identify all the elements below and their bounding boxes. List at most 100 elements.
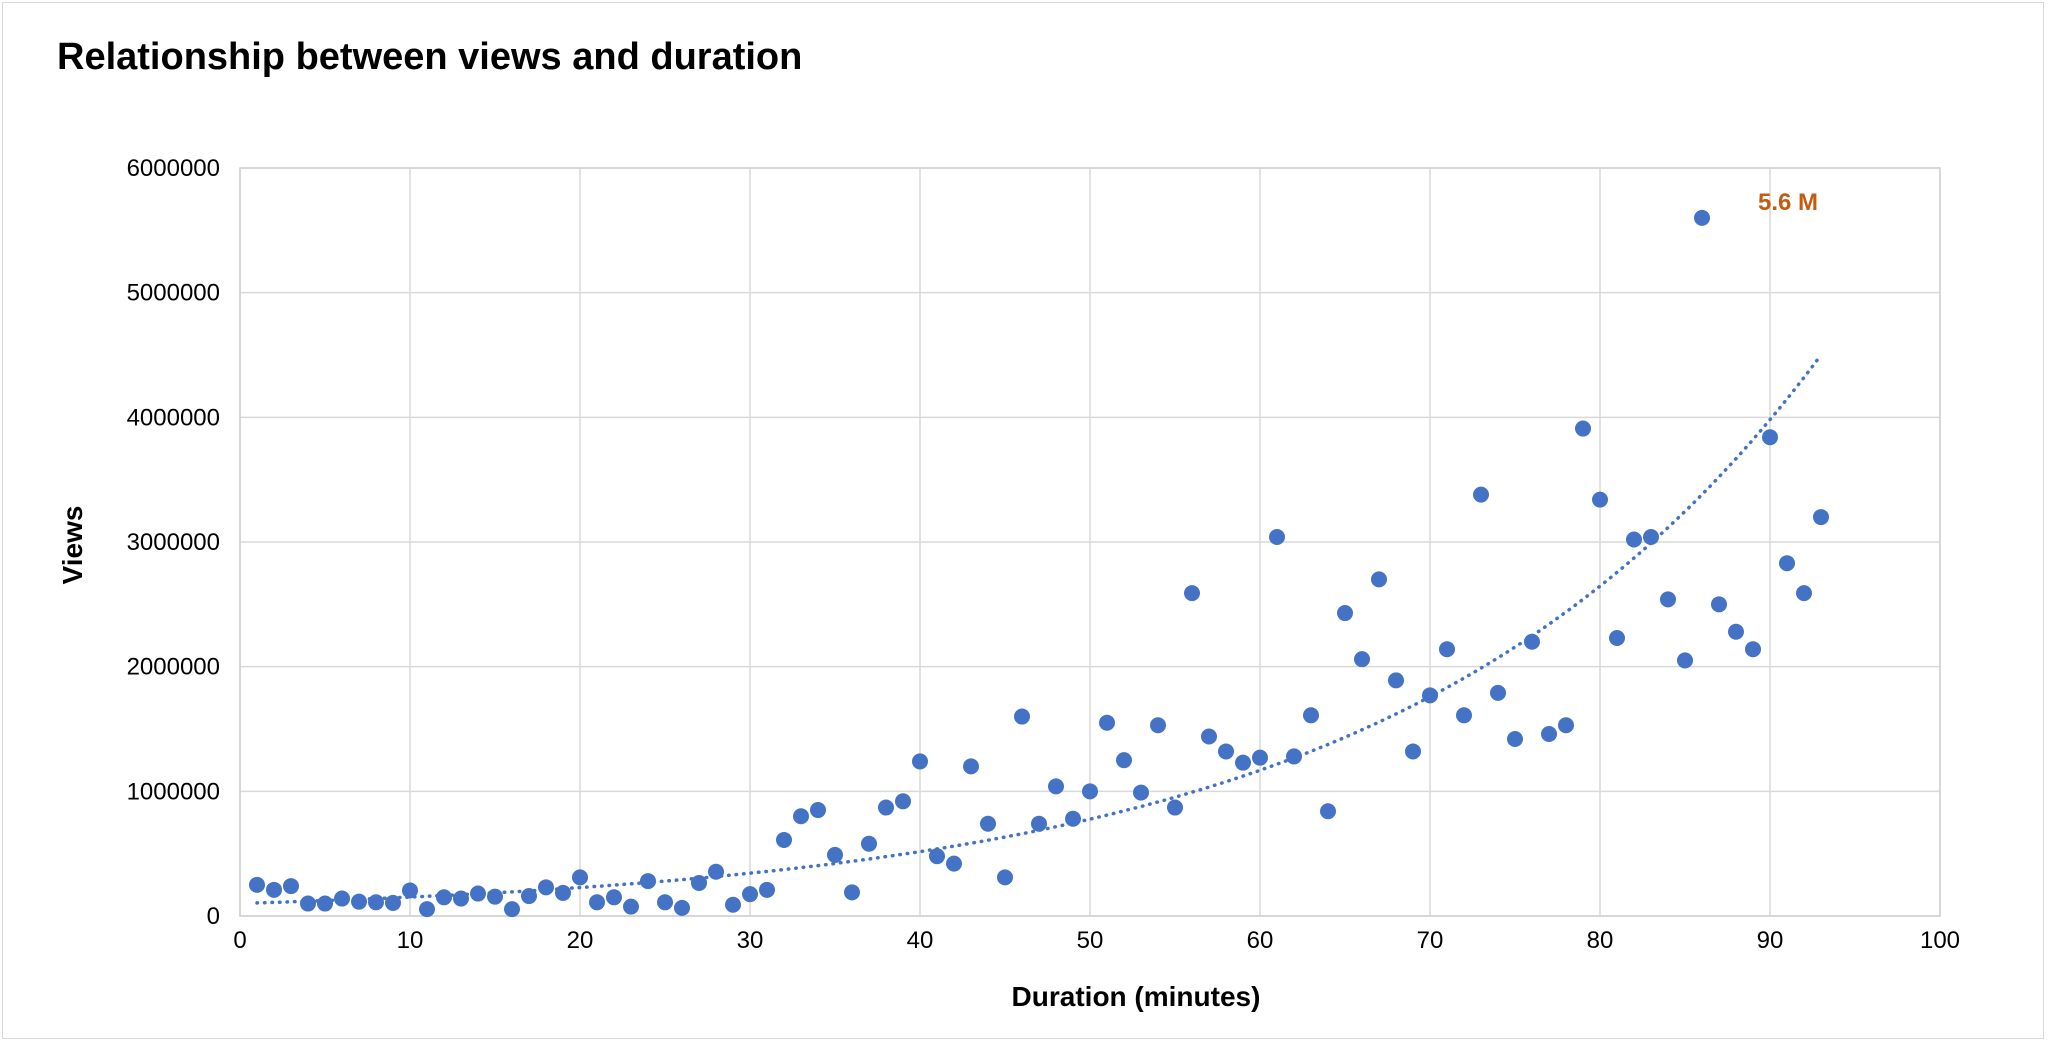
- data-point: [878, 799, 894, 816]
- data-point: [980, 815, 996, 832]
- x-tick-label: 80: [1587, 927, 1614, 954]
- plot-area-border: [239, 167, 1941, 917]
- data-point: [1473, 486, 1489, 503]
- x-tick-label: 70: [1417, 927, 1444, 954]
- chart-title: Relationship between views and duration: [57, 36, 803, 78]
- data-point: [266, 881, 282, 898]
- x-tick-label: 100: [1920, 927, 1960, 954]
- x-tick-label: 10: [397, 927, 424, 954]
- data-point: [861, 835, 877, 852]
- data-point: [1031, 815, 1047, 832]
- data-point: [1541, 725, 1557, 742]
- data-point: [1320, 803, 1336, 820]
- data-point: [1150, 717, 1166, 734]
- data-point: [1558, 717, 1574, 734]
- x-tick-label: 30: [737, 927, 764, 954]
- data-point: [708, 863, 724, 880]
- data-point: [249, 876, 265, 893]
- y-tick-label: 5000000: [127, 280, 220, 307]
- annotation-label: 5.6 M: [1758, 189, 1818, 216]
- data-point: [1388, 672, 1404, 689]
- y-tick-label: 4000000: [127, 404, 220, 431]
- y-tick-label: 0: [207, 903, 220, 930]
- data-point: [1082, 783, 1098, 800]
- data-point: [725, 896, 741, 913]
- data-point: [929, 848, 945, 865]
- data-point: [1796, 585, 1812, 602]
- data-point: [1507, 730, 1523, 747]
- data-point: [640, 873, 656, 890]
- data-point: [1490, 684, 1506, 701]
- data-point: [1354, 651, 1370, 668]
- x-tick-label: 0: [233, 927, 246, 954]
- data-point: [1184, 585, 1200, 602]
- data-point: [1014, 708, 1030, 725]
- data-point: [385, 894, 401, 911]
- y-tick-labels: 0 1000000 2000000 3000000 4000000 5000000 6000…: [127, 155, 220, 930]
- data-point: [1235, 754, 1251, 771]
- data-point: [810, 802, 826, 819]
- data-points: [249, 209, 1829, 918]
- data-point: [1269, 529, 1285, 546]
- data-point: [827, 846, 843, 863]
- data-point: [1592, 491, 1608, 508]
- data-point: [1779, 555, 1795, 572]
- data-point: [691, 874, 707, 891]
- data-point: [317, 895, 333, 912]
- y-tick-label: 1000000: [127, 778, 220, 805]
- data-point: [1303, 707, 1319, 724]
- data-point: [419, 901, 435, 918]
- data-point: [895, 793, 911, 810]
- data-point: [1371, 571, 1387, 588]
- data-point: [759, 881, 775, 898]
- x-tick-label: 50: [1077, 927, 1104, 954]
- data-point: [487, 888, 503, 905]
- data-point: [1405, 743, 1421, 760]
- data-point: [1609, 629, 1625, 646]
- data-point: [334, 890, 350, 907]
- grid-lines: [239, 167, 1941, 917]
- y-tick-label: 6000000: [127, 155, 220, 182]
- data-point: [674, 899, 690, 916]
- data-point: [946, 855, 962, 872]
- data-point: [1116, 752, 1132, 769]
- data-point: [657, 894, 673, 911]
- data-point: [1626, 531, 1642, 548]
- data-point: [351, 893, 367, 910]
- data-point: [589, 894, 605, 911]
- data-point: [453, 890, 469, 907]
- data-point: [436, 889, 452, 906]
- data-point: [283, 878, 299, 895]
- data-point: [844, 884, 860, 901]
- data-point: [1337, 605, 1353, 622]
- data-point: [1201, 728, 1217, 745]
- data-point: [368, 894, 384, 911]
- data-point: [1456, 707, 1472, 724]
- y-axis-label: Views: [57, 506, 88, 585]
- data-point: [997, 869, 1013, 886]
- data-point: [300, 895, 316, 912]
- data-point: [742, 886, 758, 903]
- x-tick-labels: 0 10 20 30 40 50 60 70 80 90 100: [233, 927, 1960, 954]
- x-tick-label: 60: [1247, 927, 1274, 954]
- data-point: [1286, 748, 1302, 765]
- data-point: [1167, 799, 1183, 816]
- x-tick-label: 40: [907, 927, 934, 954]
- data-point: [521, 888, 537, 905]
- data-point: [1728, 623, 1744, 640]
- x-tick-label: 90: [1757, 927, 1784, 954]
- data-point: [1524, 633, 1540, 650]
- data-point: [470, 885, 486, 902]
- data-point: [776, 831, 792, 848]
- data-point: [1711, 596, 1727, 613]
- data-point: [1133, 784, 1149, 801]
- data-point: [1422, 687, 1438, 704]
- data-point: [912, 753, 928, 770]
- data-point: [1439, 641, 1455, 658]
- data-point: [623, 898, 639, 915]
- data-point: [1252, 749, 1268, 766]
- y-tick-label: 3000000: [127, 529, 220, 556]
- data-point: [504, 901, 520, 918]
- x-axis-label: Duration (minutes): [1012, 981, 1261, 1012]
